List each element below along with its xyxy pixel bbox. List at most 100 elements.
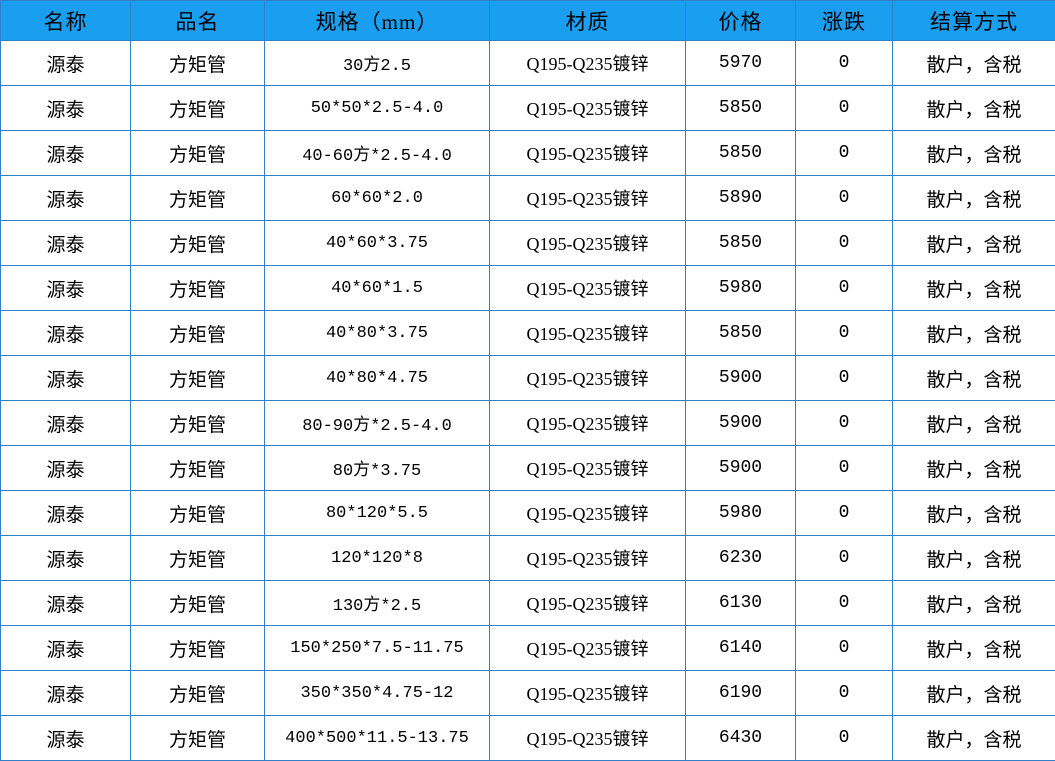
cell-spec: 60*60*2.0 [265, 176, 490, 221]
cell-change: 0 [796, 131, 893, 176]
cell-settlement: 散户，含税 [893, 356, 1055, 401]
cell-settlement: 散户，含税 [893, 41, 1055, 86]
cell-spec: 40*80*4.75 [265, 356, 490, 401]
table-row: 源泰 方矩管 40*60*1.5 Q195-Q235镀锌 5980 0 散户，含… [1, 266, 1055, 311]
cell-product: 方矩管 [131, 446, 265, 491]
cell-product: 方矩管 [131, 401, 265, 446]
table-row: 源泰 方矩管 40*60*3.75 Q195-Q235镀锌 5850 0 散户，… [1, 221, 1055, 266]
cell-settlement: 散户，含税 [893, 491, 1055, 536]
cell-settlement: 散户，含税 [893, 86, 1055, 131]
cell-name: 源泰 [1, 716, 131, 761]
cell-price: 5850 [686, 131, 796, 176]
cell-spec: 40*60*3.75 [265, 221, 490, 266]
cell-product: 方矩管 [131, 671, 265, 716]
cell-spec: 350*350*4.75-12 [265, 671, 490, 716]
cell-settlement: 散户，含税 [893, 716, 1055, 761]
cell-settlement: 散户，含税 [893, 536, 1055, 581]
cell-change: 0 [796, 671, 893, 716]
cell-spec: 80方*3.75 [265, 446, 490, 491]
cell-change: 0 [796, 311, 893, 356]
cell-name: 源泰 [1, 86, 131, 131]
table-row: 源泰 方矩管 40-60方*2.5-4.0 Q195-Q235镀锌 5850 0… [1, 131, 1055, 176]
cell-settlement: 散户，含税 [893, 626, 1055, 671]
cell-name: 源泰 [1, 131, 131, 176]
cell-spec: 80-90方*2.5-4.0 [265, 401, 490, 446]
table-row: 源泰 方矩管 60*60*2.0 Q195-Q235镀锌 5890 0 散户，含… [1, 176, 1055, 221]
cell-material: Q195-Q235镀锌 [490, 176, 686, 221]
cell-change: 0 [796, 86, 893, 131]
cell-name: 源泰 [1, 311, 131, 356]
cell-settlement: 散户，含税 [893, 671, 1055, 716]
cell-material: Q195-Q235镀锌 [490, 131, 686, 176]
cell-product: 方矩管 [131, 581, 265, 626]
cell-name: 源泰 [1, 536, 131, 581]
cell-price: 6140 [686, 626, 796, 671]
table-header-row: 名称 品名 规格（mm） 材质 价格 涨跌 结算方式 [1, 1, 1055, 41]
cell-settlement: 散户，含税 [893, 311, 1055, 356]
cell-material: Q195-Q235镀锌 [490, 266, 686, 311]
cell-change: 0 [796, 41, 893, 86]
cell-product: 方矩管 [131, 536, 265, 581]
cell-settlement: 散户，含税 [893, 266, 1055, 311]
cell-settlement: 散户，含税 [893, 176, 1055, 221]
cell-material: Q195-Q235镀锌 [490, 41, 686, 86]
cell-name: 源泰 [1, 176, 131, 221]
cell-spec: 80*120*5.5 [265, 491, 490, 536]
cell-name: 源泰 [1, 446, 131, 491]
cell-spec: 50*50*2.5-4.0 [265, 86, 490, 131]
cell-product: 方矩管 [131, 311, 265, 356]
cell-settlement: 散户，含税 [893, 446, 1055, 491]
cell-product: 方矩管 [131, 716, 265, 761]
cell-product: 方矩管 [131, 221, 265, 266]
cell-name: 源泰 [1, 581, 131, 626]
cell-name: 源泰 [1, 626, 131, 671]
cell-price: 5970 [686, 41, 796, 86]
cell-material: Q195-Q235镀锌 [490, 536, 686, 581]
cell-price: 5980 [686, 491, 796, 536]
cell-material: Q195-Q235镀锌 [490, 491, 686, 536]
cell-price: 5850 [686, 221, 796, 266]
cell-change: 0 [796, 626, 893, 671]
cell-price: 5850 [686, 86, 796, 131]
cell-name: 源泰 [1, 491, 131, 536]
cell-material: Q195-Q235镀锌 [490, 626, 686, 671]
column-header-change: 涨跌 [796, 1, 893, 41]
cell-material: Q195-Q235镀锌 [490, 671, 686, 716]
cell-spec: 40*80*3.75 [265, 311, 490, 356]
column-header-material: 材质 [490, 1, 686, 41]
cell-change: 0 [796, 356, 893, 401]
cell-price: 6430 [686, 716, 796, 761]
cell-price: 5900 [686, 446, 796, 491]
cell-spec: 40-60方*2.5-4.0 [265, 131, 490, 176]
cell-product: 方矩管 [131, 41, 265, 86]
table-row: 源泰 方矩管 150*250*7.5-11.75 Q195-Q235镀锌 614… [1, 626, 1055, 671]
cell-price: 5850 [686, 311, 796, 356]
cell-spec: 30方2.5 [265, 41, 490, 86]
cell-product: 方矩管 [131, 626, 265, 671]
cell-name: 源泰 [1, 671, 131, 716]
cell-settlement: 散户，含税 [893, 221, 1055, 266]
cell-change: 0 [796, 176, 893, 221]
cell-spec: 130方*2.5 [265, 581, 490, 626]
cell-material: Q195-Q235镀锌 [490, 86, 686, 131]
cell-change: 0 [796, 266, 893, 311]
cell-change: 0 [796, 716, 893, 761]
column-header-price: 价格 [686, 1, 796, 41]
cell-price: 6230 [686, 536, 796, 581]
cell-settlement: 散户，含税 [893, 401, 1055, 446]
cell-product: 方矩管 [131, 176, 265, 221]
cell-spec: 120*120*8 [265, 536, 490, 581]
table-row: 源泰 方矩管 30方2.5 Q195-Q235镀锌 5970 0 散户，含税 [1, 41, 1055, 86]
cell-material: Q195-Q235镀锌 [490, 446, 686, 491]
cell-change: 0 [796, 221, 893, 266]
cell-change: 0 [796, 401, 893, 446]
cell-price: 5980 [686, 266, 796, 311]
cell-settlement: 散户，含税 [893, 131, 1055, 176]
cell-name: 源泰 [1, 401, 131, 446]
cell-name: 源泰 [1, 356, 131, 401]
cell-price: 5900 [686, 401, 796, 446]
cell-material: Q195-Q235镀锌 [490, 356, 686, 401]
cell-settlement: 散户，含税 [893, 581, 1055, 626]
table-row: 源泰 方矩管 130方*2.5 Q195-Q235镀锌 6130 0 散户，含税 [1, 581, 1055, 626]
table-row: 源泰 方矩管 80*120*5.5 Q195-Q235镀锌 5980 0 散户，… [1, 491, 1055, 536]
